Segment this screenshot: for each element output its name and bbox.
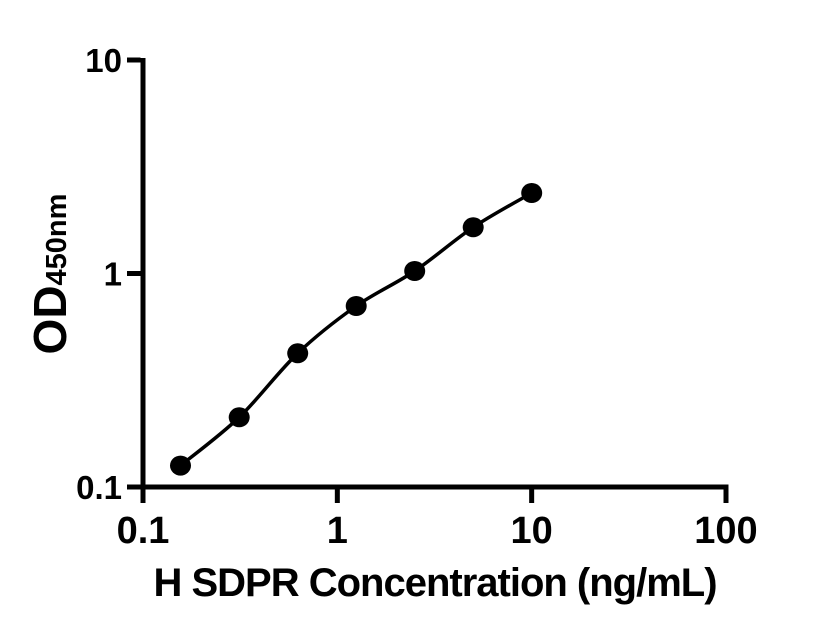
x-tick-label: 1 [327,510,348,552]
data-point-marker [462,217,484,238]
data-point-marker [521,183,543,203]
x-tick-label: 100 [694,510,757,552]
data-point-marker [404,261,426,281]
y-tick-label: 1 [104,256,122,293]
data-point-marker [345,296,367,316]
y-axis-title-subscript: 450nm [41,193,73,286]
data-point-marker [287,343,309,364]
x-tick-label: 0.1 [117,510,170,552]
y-axis-title: OD450nm [24,192,76,356]
y-axis-title-main: OD [24,285,76,355]
y-tick-label: 0.1 [76,469,122,506]
x-axis-title: H SDPR Concentration (ng/mL) [153,561,717,605]
data-point-marker [170,455,191,476]
data-point-marker [228,407,250,428]
x-tick-label: 10 [511,510,553,552]
y-tick-label: 10 [85,42,122,79]
